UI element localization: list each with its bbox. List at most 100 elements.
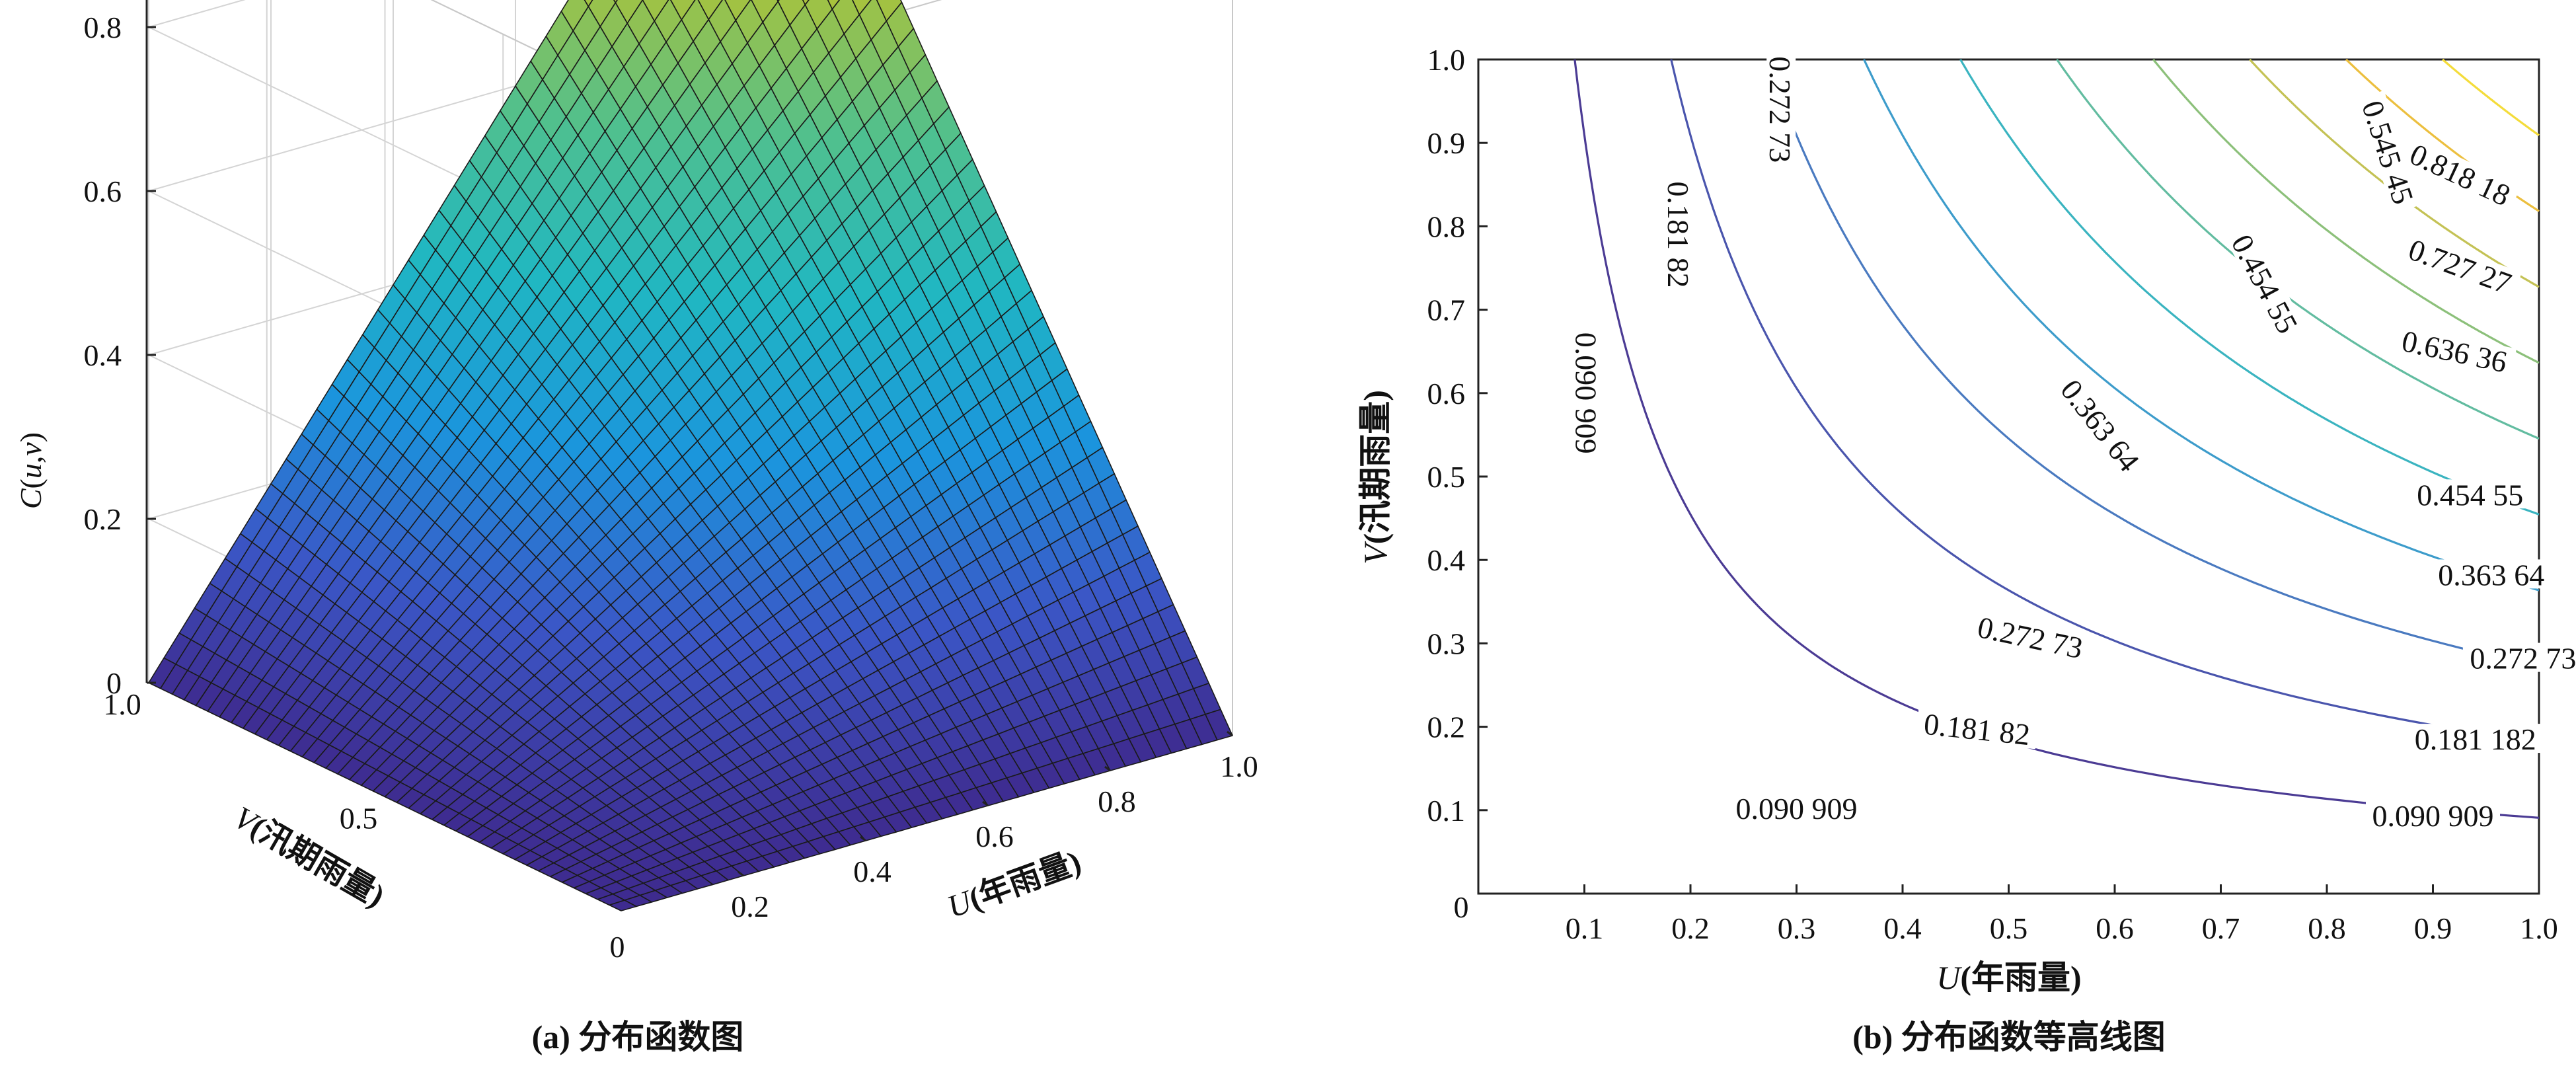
contour-x-tick-label: 0.2 [1671, 911, 1710, 945]
y-tick-label: 0.5 [340, 802, 378, 835]
contour-line [1863, 59, 2540, 592]
contour-label-text: 0.363 64 [2054, 373, 2146, 478]
contour-label: 0.090 909 [2366, 799, 2500, 833]
contour-label-text: 0.454 55 [2225, 229, 2305, 338]
contour-label-bg [2356, 90, 2421, 214]
contour-ticks: 0 0.1 0.2 0.3 0.4 0.5 0.6 0.7 0.8 0.9 1.0 0.1 0.2 0.3… [1427, 43, 2558, 945]
contour-label-text: 0.727 27 [2404, 233, 2516, 301]
contour-y-axis-label: V(汛期雨量) [1357, 390, 1394, 564]
contour-label: 0.272 73 [1968, 609, 2093, 665]
contour-label-bg [2366, 800, 2500, 830]
surface-mesh [148, 0, 1233, 911]
contour-label: 0.090 909 [1729, 792, 1864, 826]
contour-label-bg [2462, 642, 2576, 672]
contour-plot-area [1477, 58, 2540, 895]
z-tick-label: 0.6 [84, 174, 122, 208]
contour-x-axis-label: U(年雨量) [1936, 959, 2081, 996]
contour-y-tick-label: 0.2 [1427, 711, 1466, 744]
contour-label-text: 0.272 73 [2470, 642, 2576, 675]
contour-x-tick-label: 0.7 [2202, 911, 2240, 945]
contour-label-text: 0.181 82 [1922, 707, 2031, 752]
contour-label: 0.363 64 [2431, 558, 2552, 592]
contour-label: 0.272 73 [1763, 49, 1797, 170]
contour-label: 0.181 182 [2408, 722, 2543, 756]
panel-b-caption: (b) 分布函数等高线图 [1852, 1019, 2166, 1056]
contour-label: 0.636 36 [2392, 323, 2517, 379]
x-tick-label: 0.6 [975, 820, 1014, 853]
x-tick [738, 870, 744, 877]
contour-label-bg [2052, 368, 2150, 482]
x-tick [860, 835, 866, 842]
contour-label-text: 0.090 909 [2372, 799, 2494, 833]
x-tick-label: 0.2 [731, 890, 769, 923]
contour-label-bg [1572, 326, 1602, 461]
x-tick-label: 0.4 [853, 855, 891, 888]
contour-y-tick-label: 0.7 [1427, 293, 1466, 327]
contour-line [2249, 58, 2540, 288]
contour-label-text: 0.181 182 [2415, 722, 2536, 756]
contour-label: 0.181 82 [1915, 707, 2039, 752]
contour-x-tick-label: 0.9 [2414, 911, 2452, 945]
contour-y-tick-label: 0.4 [1427, 543, 1466, 577]
x-tick [1104, 765, 1111, 772]
contour-label-bg [1766, 49, 1796, 170]
contour-label-bg [2392, 323, 2517, 377]
contour-label-bg [2398, 231, 2522, 300]
contour-label-text: 0.454 55 [2417, 478, 2523, 512]
contour-label-text: 0.090 909 [1570, 332, 1603, 454]
contour-y-tick-label: 0.5 [1427, 460, 1466, 494]
surface-panel: 00.20.40.60.81.00.20.40.60.81.000.51.0 C… [14, 0, 1258, 1056]
contour-label-bg [2431, 559, 2552, 589]
contour-label-bg [2224, 223, 2307, 344]
contour-line [1766, 59, 2540, 668]
contour-label-text: 0.272 73 [1975, 610, 2086, 665]
contour-line [1573, 59, 2540, 819]
contour-label-text: 0.818 18 [2405, 137, 2515, 212]
contour-label: 0.454 55 [2224, 223, 2307, 344]
contour-label: 0.727 27 [2398, 231, 2522, 301]
contour-label-bg [1729, 792, 1864, 822]
surface-patch [1205, 709, 1233, 741]
contour-line [2056, 59, 2540, 440]
contour-label: 0.181 82 [1661, 174, 1695, 295]
z-tick-label: 0.4 [84, 338, 122, 372]
y-tick-label: 1.0 [103, 687, 141, 721]
contour-line [1670, 59, 2540, 744]
z-tick-label: 0.2 [84, 502, 122, 536]
contour-y-tick-label: 0.1 [1427, 794, 1466, 828]
contour-y-tick-label: 0.8 [1427, 210, 1466, 243]
surface-patch [584, 0, 593, 7]
contour-x-tick-label: 0.6 [2096, 911, 2134, 945]
contour-panel: 0.090 909 0.090 909 0.090 909 0.181 82 0.181… [1357, 43, 2576, 1056]
surface-ticks: 00.20.40.60.81.00.20.40.60.81.000.51.0 [84, 11, 1258, 964]
contour-x-tick-label: 0.1 [1566, 911, 1604, 945]
contour-label-bg [1915, 707, 2039, 750]
z-tick-label: 0.8 [84, 11, 122, 44]
x-axis-label: U(年雨量) [943, 845, 1086, 925]
contour-label-bg [1968, 609, 2093, 664]
contour-y-tick-label: 0.6 [1427, 377, 1466, 410]
z-axis-label: C(u,v) [14, 432, 48, 509]
contour-label: 0.090 909 [1570, 326, 1603, 461]
contour-line [2442, 58, 2540, 136]
contour-label-text: 0.090 909 [1736, 792, 1858, 826]
z-tick-label: 0 [106, 666, 122, 700]
x-tick [1227, 730, 1233, 737]
surface-patch [827, 0, 841, 10]
contour-label-bg [2408, 724, 2543, 753]
contour-label-text: 0.181 82 [1661, 182, 1695, 288]
contour-label-bg [1665, 174, 1694, 295]
contour-x-tick-label: 0 [1454, 890, 1469, 924]
contour-x-tick-label: 1.0 [2520, 911, 2558, 945]
contour-label-text: 0.272 73 [1763, 56, 1797, 163]
contour-y-tick-label: 1.0 [1427, 43, 1466, 77]
contour-line [1959, 59, 2540, 516]
panel-a-caption: (a) 分布函数图 [532, 1019, 744, 1056]
contour-y-tick-label: 0.3 [1427, 627, 1466, 660]
x-tick-label: 1.0 [1220, 750, 1258, 783]
contour-x-tick-label: 0.8 [2308, 911, 2346, 945]
x-origin-label: 0 [610, 930, 625, 964]
contour-label: 0.454 55 [2409, 478, 2530, 512]
contour-label-bg [2400, 135, 2522, 213]
